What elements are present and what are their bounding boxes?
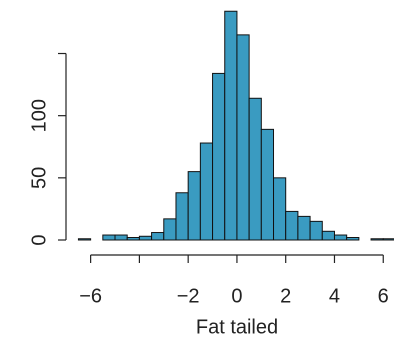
x-tick-label: 4	[329, 285, 340, 307]
bar	[321, 230, 335, 241]
x-tick-label: −6	[79, 285, 102, 307]
bar	[151, 232, 165, 241]
bar	[297, 215, 311, 241]
y-tick-label: 100	[28, 99, 50, 132]
bar	[102, 234, 116, 241]
bar	[77, 238, 92, 241]
x-tick-label: −2	[177, 285, 200, 307]
bar	[163, 218, 177, 241]
bar	[199, 142, 214, 241]
bar	[212, 72, 226, 241]
bar	[309, 220, 323, 241]
bar	[346, 237, 360, 241]
x-axis-title: Fat tailed	[196, 316, 278, 338]
x-tick-label: 2	[280, 285, 291, 307]
bar	[114, 234, 128, 241]
bar	[260, 128, 275, 241]
bar	[285, 210, 299, 241]
bar	[248, 97, 262, 241]
x-tick-label: 0	[231, 285, 242, 307]
bar	[224, 10, 238, 241]
y-tick-label: 0	[28, 234, 50, 245]
bar	[370, 238, 384, 241]
bar	[273, 177, 287, 241]
bar	[175, 192, 189, 241]
y-tick-label: 50	[28, 167, 50, 189]
bar	[236, 34, 250, 241]
bar	[333, 234, 348, 241]
bar	[187, 171, 201, 241]
bar	[382, 238, 394, 241]
bar	[126, 237, 140, 241]
x-tick-label: 6	[378, 285, 389, 307]
bar	[138, 235, 153, 241]
